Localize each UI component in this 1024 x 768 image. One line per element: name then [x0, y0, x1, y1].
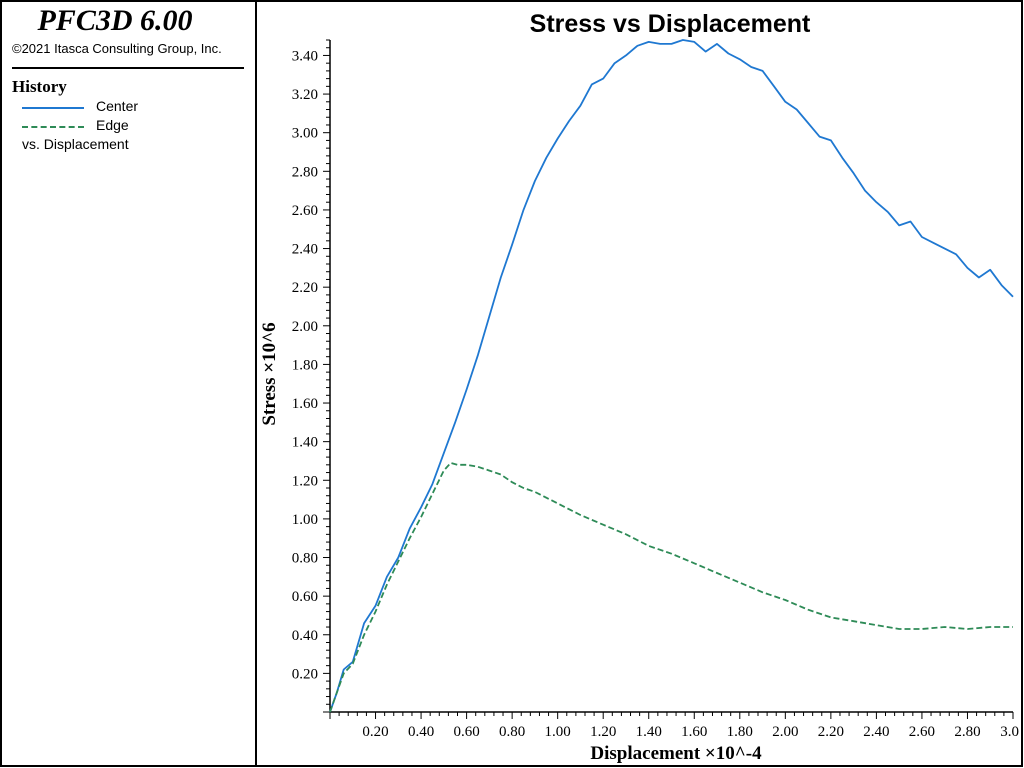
y-tick-label: 0.60 [292, 589, 318, 605]
x-axis-title: Displacement ×10^-4 [590, 743, 762, 764]
y-tick-label: 0.80 [292, 551, 318, 567]
x-tick-label: 1.60 [681, 724, 707, 740]
x-tick-label: 2.60 [909, 724, 935, 740]
chart-title: Stress vs Displacement [530, 10, 811, 38]
legend-divider [12, 67, 244, 69]
axes: 0.20 0.40 0.60 0.80 1.00 1.20 1.40 1.60 1.80 2.00… [292, 39, 1019, 740]
legend-label-center: Center [96, 98, 139, 114]
y-tick-label: 1.40 [292, 435, 318, 451]
y-axis-title: Stress ×10^6 [259, 322, 280, 425]
app-title: PFC3D 6.00 [37, 4, 193, 37]
y-tick-label: 1.80 [292, 357, 318, 373]
y-tick-label: 0.20 [292, 666, 318, 682]
y-tick-label: 2.80 [292, 164, 318, 180]
y-tick-label: 3.00 [292, 126, 318, 142]
x-tick-label: 1.00 [545, 724, 571, 740]
x-tick-label: 0.60 [453, 724, 479, 740]
x-tick-label: 3.0 [1000, 724, 1019, 740]
x-tick-label: 2.80 [954, 724, 980, 740]
y-tick-label: 2.20 [292, 280, 318, 296]
x-tick-label: 0.80 [499, 724, 525, 740]
y-tick-label: 0.40 [292, 628, 318, 644]
x-tick-label: 0.20 [362, 724, 388, 740]
x-tick-label: 2.40 [863, 724, 889, 740]
y-tick-label: 3.20 [292, 87, 318, 103]
x-tick-label: 1.20 [590, 724, 616, 740]
y-tick-label: 2.00 [292, 319, 318, 335]
y-tick-label: 2.40 [292, 242, 318, 258]
legend-label-edge: Edge [96, 117, 129, 133]
legend-panel: PFC3D 6.00 ©2021 Itasca Consulting Group… [0, 0, 256, 768]
x-tick-label: 2.20 [818, 724, 844, 740]
y-tick-label: 2.60 [292, 203, 318, 219]
series-line-center [329, 39, 1014, 713]
legend-heading: History [12, 77, 67, 96]
y-tick-label: 1.00 [292, 512, 318, 528]
legend-vs-label: vs. Displacement [22, 136, 129, 152]
legend-swatch-center [22, 107, 84, 109]
copyright-text: ©2021 Itasca Consulting Group, Inc. [12, 41, 222, 56]
y-tick-label: 1.60 [292, 396, 318, 412]
series-layer [329, 39, 1014, 713]
y-tick-label: 3.40 [292, 48, 318, 64]
x-tick-label: 1.80 [727, 724, 753, 740]
x-tick-label: 1.40 [636, 724, 662, 740]
x-tick-label: 2.00 [772, 724, 798, 740]
series-line-edge [329, 462, 1013, 713]
y-tick-label: 1.20 [292, 473, 318, 489]
legend-swatch-edge [22, 126, 84, 128]
x-tick-label: 0.40 [408, 724, 434, 740]
